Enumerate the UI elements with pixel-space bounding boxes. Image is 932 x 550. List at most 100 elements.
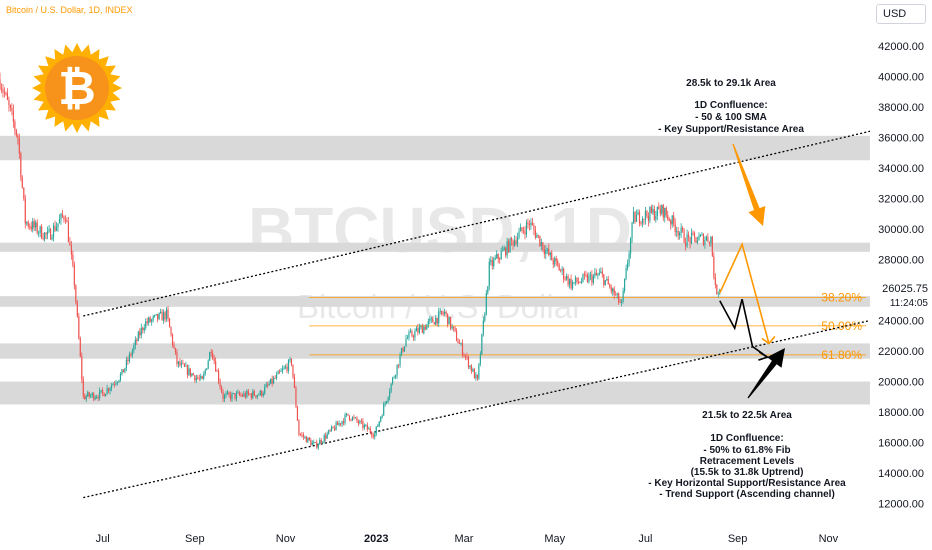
candle-body <box>336 422 339 426</box>
price-tick-label: 32000.00 <box>878 193 924 205</box>
candle-body <box>522 230 525 232</box>
candle-body <box>35 222 37 228</box>
candle-body <box>613 288 615 295</box>
price-tick-label: 30000.00 <box>878 224 924 236</box>
candle-body <box>399 355 401 366</box>
candle-body <box>485 292 487 315</box>
candle-body <box>615 294 617 296</box>
candle-body <box>451 326 453 329</box>
candle-body <box>510 238 513 241</box>
candle-body <box>142 327 144 331</box>
candle-body <box>548 248 550 256</box>
candle-body <box>5 93 7 94</box>
candle-body <box>506 241 508 256</box>
candle-body <box>568 278 571 285</box>
candle-body <box>18 138 20 154</box>
candle-body <box>696 240 699 243</box>
candle-body <box>640 223 642 225</box>
candle-body <box>116 382 119 384</box>
candle-body <box>261 390 263 396</box>
candle-body <box>481 333 483 355</box>
candle-body <box>185 365 187 367</box>
candle-body <box>573 282 575 283</box>
candle-body <box>75 285 77 303</box>
candle-body <box>592 275 594 283</box>
candle-body <box>197 377 199 379</box>
candle-body <box>365 424 367 426</box>
annotation-top-line: - 50 & 100 SMA <box>695 112 767 123</box>
candle-body <box>684 242 687 247</box>
candle-body <box>546 248 548 251</box>
candle-body <box>387 397 389 402</box>
candle-body <box>127 359 129 362</box>
candle-body <box>516 237 519 244</box>
time-tick-label: May <box>544 533 565 545</box>
candle-body <box>210 352 212 354</box>
candle-body <box>433 322 435 325</box>
annotation-bottom-line: - 50% to 61.8% Fib <box>703 445 790 456</box>
candle-body <box>20 153 22 178</box>
candle-body <box>88 392 90 397</box>
candle-body <box>64 219 67 221</box>
candle-body <box>140 327 142 336</box>
candle-body <box>632 211 635 223</box>
candle-body <box>298 420 300 435</box>
candle-body <box>14 121 16 130</box>
candle-body <box>521 227 523 231</box>
candle-body <box>580 281 583 283</box>
candle-body <box>469 365 471 368</box>
time-tick-label: Nov <box>819 533 839 545</box>
time-tick-label: Nov <box>276 533 296 545</box>
candle-body <box>161 311 163 321</box>
candle-body <box>466 356 468 358</box>
candle-body <box>229 394 232 400</box>
candle-body <box>194 375 196 381</box>
candle-body <box>554 258 556 265</box>
candle-body <box>418 327 420 333</box>
candle-body <box>518 231 520 238</box>
candle-body <box>705 236 708 240</box>
candle-body <box>435 318 437 325</box>
candle-body <box>432 318 434 323</box>
candle-body <box>607 279 609 285</box>
candle-body <box>543 249 545 255</box>
candle-body <box>683 230 685 243</box>
currency-button[interactable]: USD <box>876 4 926 24</box>
time-axis[interactable]: Jul Sep Nov 2023 Mar May Jul Sep Nov <box>96 533 839 545</box>
candle-body <box>530 222 532 226</box>
candle-body <box>598 272 600 275</box>
candle-body <box>118 380 120 383</box>
candle-body <box>286 366 288 371</box>
candle-body <box>84 395 86 400</box>
candle-body <box>203 373 205 379</box>
candle-body <box>704 239 706 245</box>
candle-body <box>293 376 296 388</box>
candle-body <box>412 336 415 338</box>
projection-orange-path <box>719 241 770 344</box>
candle-body <box>23 187 25 199</box>
candle-body <box>377 426 379 428</box>
candle-body <box>195 377 197 381</box>
candle-body <box>659 209 661 214</box>
candle-body <box>525 222 528 235</box>
candle-body <box>503 247 505 251</box>
candle-body <box>717 293 719 295</box>
candle-body <box>133 345 135 351</box>
candle-body <box>128 354 130 362</box>
arrow-to-resistance-area <box>732 143 766 226</box>
candle-body <box>686 234 688 247</box>
candle-body <box>296 406 299 421</box>
candle-body <box>188 368 190 375</box>
candle-body <box>198 378 200 380</box>
candle-body <box>177 361 180 365</box>
candle-body <box>650 207 652 213</box>
price-tick-label: 36000.00 <box>878 132 924 144</box>
time-tick-label: Sep <box>185 533 205 545</box>
candle-body <box>460 343 462 344</box>
candle-body <box>102 389 104 393</box>
candle-body <box>319 439 321 445</box>
candle-body <box>383 404 385 416</box>
candle-body <box>702 234 705 245</box>
candle-body <box>441 310 443 314</box>
